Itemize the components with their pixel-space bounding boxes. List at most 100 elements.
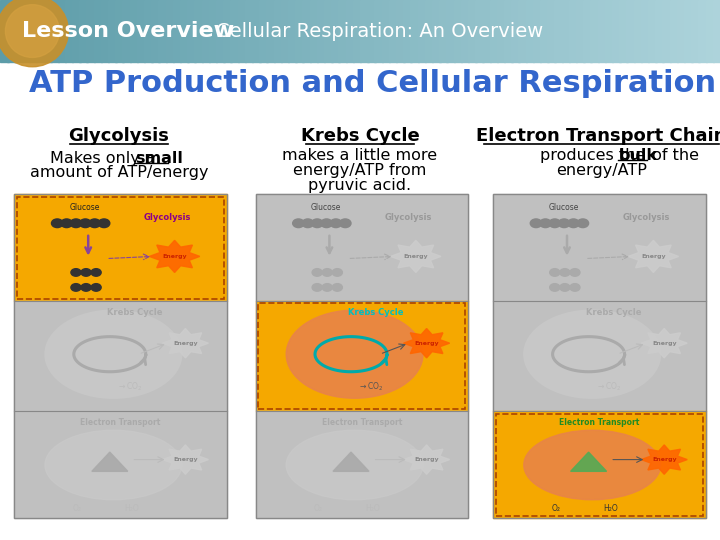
Bar <box>562 0 570 62</box>
Bar <box>137 0 145 62</box>
Ellipse shape <box>5 5 59 57</box>
Text: O₂: O₂ <box>314 504 323 514</box>
Text: Makes only a: Makes only a <box>50 151 161 166</box>
Bar <box>353 0 361 62</box>
Bar <box>496 414 703 516</box>
Bar <box>108 0 117 62</box>
Ellipse shape <box>524 310 661 399</box>
Circle shape <box>340 219 351 227</box>
Bar <box>180 0 189 62</box>
Ellipse shape <box>45 310 181 399</box>
Circle shape <box>560 284 570 291</box>
Bar <box>511 0 520 62</box>
Bar <box>493 194 706 301</box>
Circle shape <box>322 284 332 291</box>
Bar <box>403 0 412 62</box>
Bar <box>256 301 468 411</box>
Circle shape <box>322 269 332 276</box>
Bar <box>194 0 203 62</box>
Text: Energy: Energy <box>414 341 439 346</box>
Polygon shape <box>628 240 679 273</box>
Text: Glycolysis: Glycolysis <box>623 213 670 222</box>
Polygon shape <box>403 445 449 474</box>
Bar <box>418 0 426 62</box>
Circle shape <box>332 284 343 291</box>
Bar <box>425 0 433 62</box>
Text: H₂O: H₂O <box>124 504 139 514</box>
Bar <box>281 0 289 62</box>
Text: bulk: bulk <box>618 148 657 163</box>
Bar <box>583 0 592 62</box>
Bar <box>14 194 227 518</box>
Text: Cellular Respiration: An Overview: Cellular Respiration: An Overview <box>216 22 544 40</box>
Bar <box>7 0 16 62</box>
Bar <box>641 0 649 62</box>
Bar <box>43 0 52 62</box>
Bar <box>540 0 549 62</box>
Text: H₂O: H₂O <box>603 504 618 514</box>
Bar <box>144 0 153 62</box>
Text: Electron Transport: Electron Transport <box>559 417 639 427</box>
Bar <box>14 194 227 301</box>
Circle shape <box>577 219 589 227</box>
Text: Energy: Energy <box>652 341 677 346</box>
Circle shape <box>52 219 63 227</box>
Bar <box>166 0 174 62</box>
Text: O₂: O₂ <box>552 504 561 514</box>
Text: Energy: Energy <box>652 457 677 462</box>
Bar <box>0 62 720 540</box>
Bar <box>274 0 282 62</box>
Circle shape <box>549 219 561 227</box>
Text: Glycolysis: Glycolysis <box>385 213 432 222</box>
Text: $\rightarrow$CO$_2$: $\rightarrow$CO$_2$ <box>358 381 384 394</box>
Text: Energy: Energy <box>414 457 439 462</box>
Bar <box>504 0 513 62</box>
Bar <box>569 0 577 62</box>
Bar <box>72 0 81 62</box>
Polygon shape <box>150 240 199 273</box>
Bar <box>79 0 88 62</box>
Bar <box>115 0 124 62</box>
Bar <box>389 0 397 62</box>
Bar <box>122 0 131 62</box>
Text: $\rightarrow$CO$_2$: $\rightarrow$CO$_2$ <box>596 381 621 394</box>
Polygon shape <box>571 452 606 471</box>
Bar <box>338 0 347 62</box>
Bar <box>670 0 678 62</box>
Bar <box>17 197 224 299</box>
Bar <box>259 0 268 62</box>
Circle shape <box>550 284 560 291</box>
Bar <box>223 0 232 62</box>
Bar <box>497 0 505 62</box>
Bar <box>50 0 59 62</box>
Bar <box>36 0 45 62</box>
Ellipse shape <box>286 310 423 399</box>
Bar <box>158 0 167 62</box>
Bar <box>526 0 534 62</box>
Bar <box>202 0 210 62</box>
Bar <box>256 194 468 518</box>
Polygon shape <box>162 328 209 358</box>
Bar <box>94 0 102 62</box>
Bar <box>295 0 304 62</box>
Polygon shape <box>641 328 687 358</box>
Bar <box>310 0 318 62</box>
Text: Krebs Cycle: Krebs Cycle <box>301 127 419 145</box>
Bar <box>346 0 354 62</box>
Bar <box>252 0 261 62</box>
Text: Krebs Cycle: Krebs Cycle <box>107 308 163 317</box>
Text: Energy: Energy <box>162 254 187 259</box>
Circle shape <box>570 269 580 276</box>
Circle shape <box>332 269 343 276</box>
Polygon shape <box>403 328 449 358</box>
Bar <box>518 0 527 62</box>
Bar <box>256 194 468 301</box>
Bar <box>612 0 621 62</box>
Circle shape <box>71 269 81 276</box>
Bar <box>626 0 635 62</box>
Ellipse shape <box>45 430 181 500</box>
Circle shape <box>312 219 323 227</box>
Bar <box>634 0 642 62</box>
Bar <box>230 0 239 62</box>
Ellipse shape <box>524 430 661 500</box>
